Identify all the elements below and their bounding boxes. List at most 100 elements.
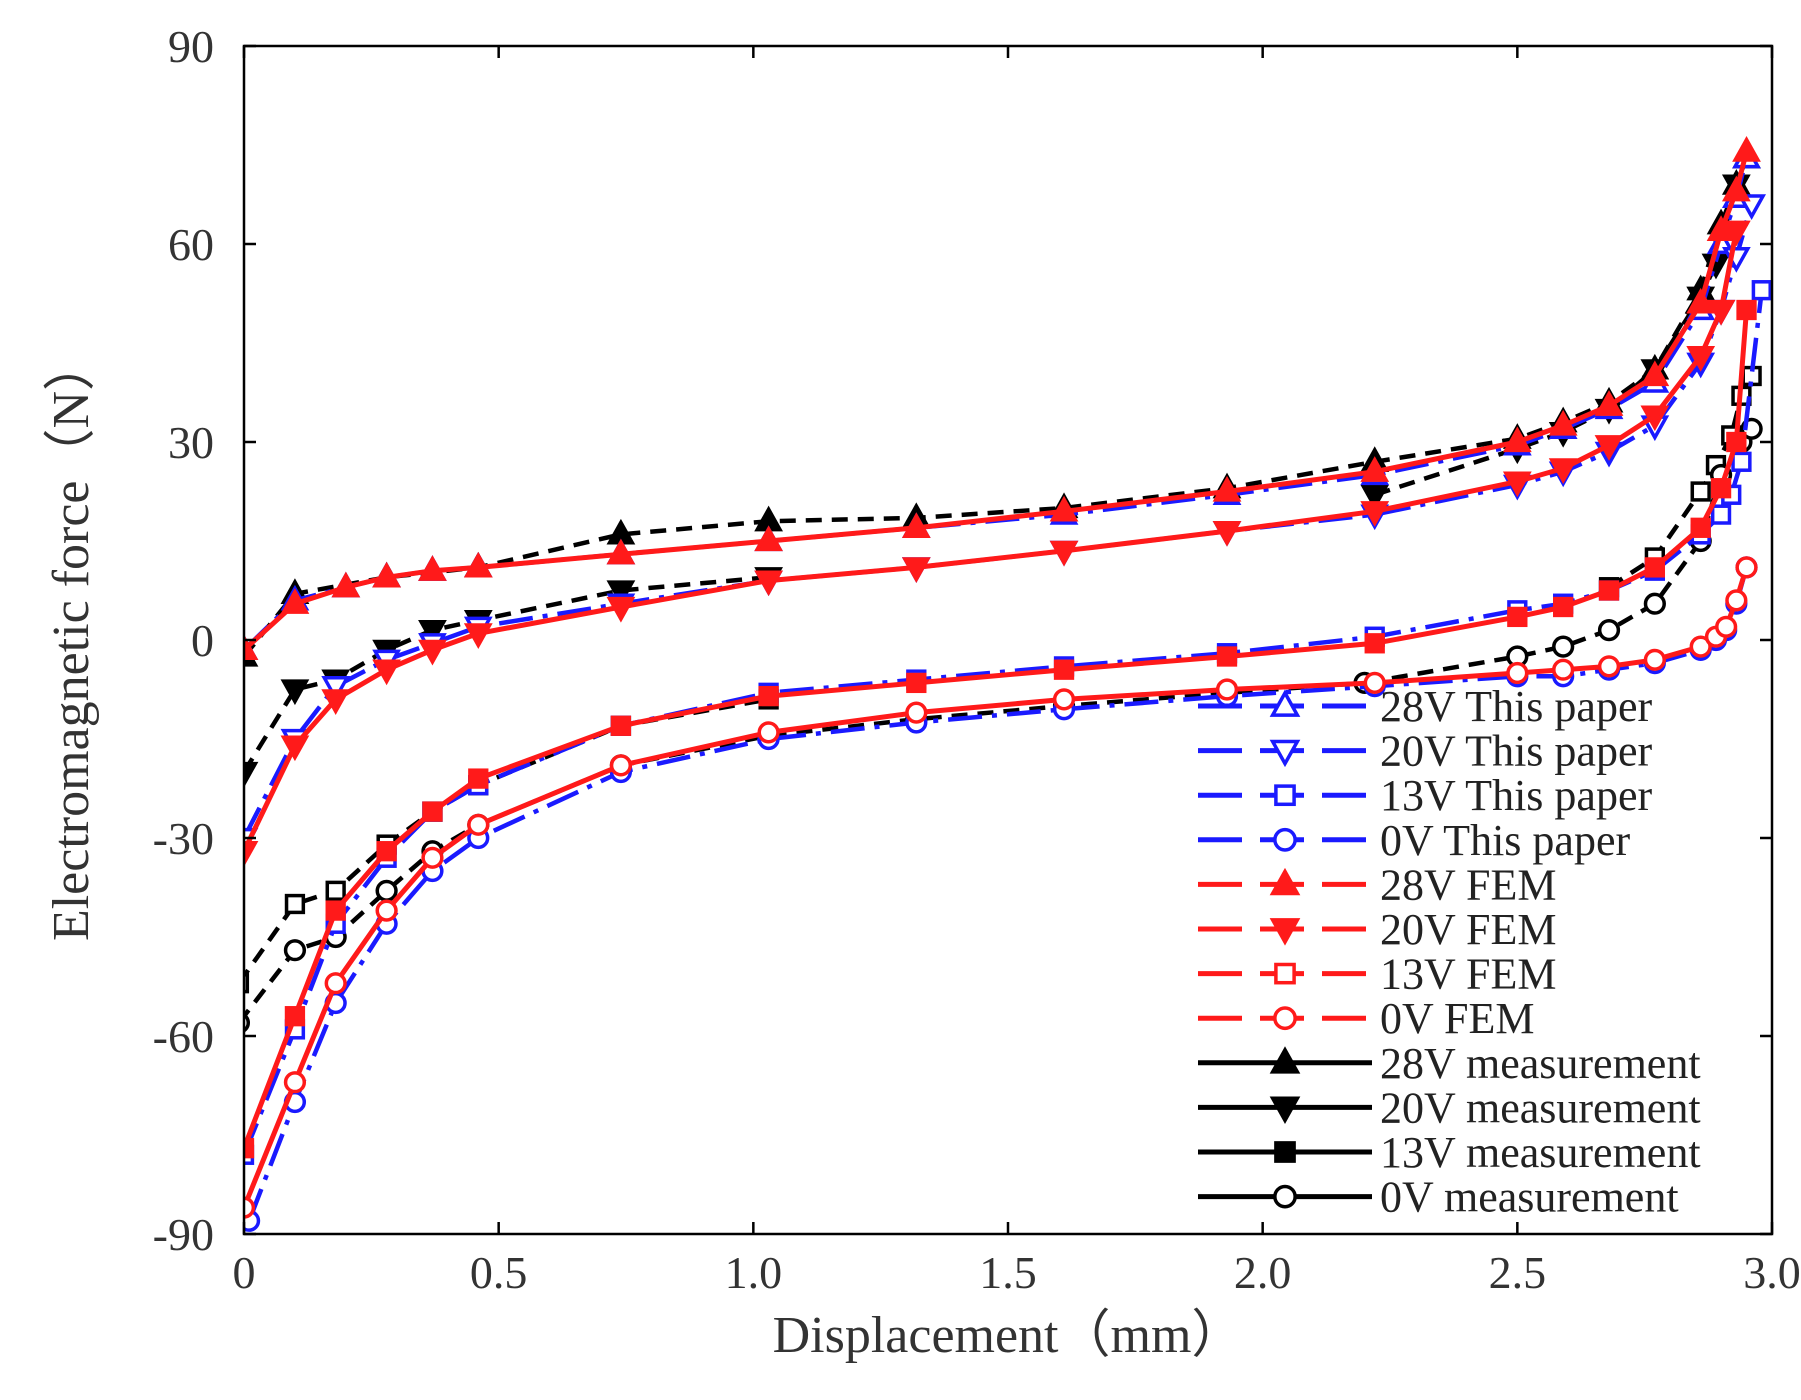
data-point-20v-measurement: [418, 619, 447, 646]
data-point-20v-this-paper: [321, 676, 351, 702]
data-point-13v-fem: [1053, 659, 1075, 680]
series-20v-fem: [244, 220, 1751, 867]
data-point-28v-fem: [372, 561, 401, 588]
series-line-28v-measurement: [244, 157, 1749, 658]
x-axis-title: Displacement（mm）: [773, 1307, 1244, 1364]
data-point-13v-measurement: [244, 973, 250, 994]
data-point-28v-fem: [754, 525, 783, 552]
legend-marker-square: [1274, 962, 1296, 985]
data-point-20v-fem: [901, 557, 931, 583]
data-point-20v-fem: [1502, 471, 1532, 498]
legend-entry: 13V This paper: [1198, 771, 1652, 820]
data-point-20v-fem: [1548, 458, 1578, 484]
data-point-13v-fem: [284, 1006, 306, 1027]
data-point-0v-fem: [757, 721, 780, 744]
legend-label: 0V This paper: [1380, 816, 1630, 865]
legend-entry: 20V measurement: [1198, 1083, 1701, 1132]
data-point-20v-fem: [418, 639, 447, 666]
legend-marker-triangle-down: [1269, 918, 1301, 946]
data-point-20v-fem: [1360, 501, 1390, 527]
x-tick-label: 1.0: [725, 1247, 783, 1298]
data-point-0v-fem: [1215, 678, 1239, 701]
data-point-13v-fem: [422, 801, 443, 822]
data-point-13v-fem: [758, 685, 779, 707]
series-13v-fem: [244, 299, 1757, 1159]
data-point-20v-fem: [1640, 405, 1670, 432]
legend-entry: 28V measurement: [1198, 1039, 1701, 1088]
data-point-13v-fem: [1553, 596, 1574, 618]
y-axis-title: Electromagnetic force（N）: [43, 339, 100, 941]
data-point-13v-fem: [325, 900, 346, 921]
legend-entry: 13V measurement: [1198, 1128, 1701, 1177]
data-point-0v-measurement: [1552, 635, 1575, 658]
legend-label: 28V measurement: [1380, 1039, 1701, 1088]
data-point-0v-measurement: [283, 939, 307, 962]
data-point-13v-this-paper: [1751, 280, 1772, 301]
data-point-28v-fem: [1686, 287, 1716, 314]
legend-marker-circle: [1273, 1006, 1297, 1031]
data-point-0v-fem: [1052, 688, 1076, 711]
legend-label: 13V FEM: [1380, 950, 1556, 999]
legend-label: 28V FEM: [1380, 860, 1556, 909]
legend-marker-triangle-up: [1269, 1046, 1301, 1074]
data-point-28v-fem: [418, 555, 447, 581]
data-point-13v-fem: [1644, 557, 1666, 578]
data-point-28v-fem: [1049, 495, 1079, 522]
data-point-28v-fem: [1212, 475, 1242, 502]
y-tick-label: 30: [168, 417, 214, 468]
y-tick-label: 60: [168, 219, 214, 270]
data-point-0v-fem: [1363, 671, 1386, 695]
data-point-0v-fem: [1689, 635, 1712, 658]
legend-label: 28V This paper: [1380, 682, 1652, 731]
y-tick-label: 90: [168, 21, 214, 72]
x-tick-label: 0.5: [470, 1247, 528, 1298]
y-axis-ticks: 90 60 30 0 -30 -60 -90: [153, 21, 1772, 1260]
data-point-28v-fem: [1640, 360, 1670, 387]
legend-marker-circle: [1273, 827, 1297, 852]
data-point-13v-fem: [1364, 633, 1385, 654]
data-point-28v-fem: [280, 588, 310, 614]
data-point-0v-fem: [467, 813, 490, 836]
data-point-0v-fem: [283, 1071, 307, 1094]
data-point-0v-fem: [1597, 655, 1621, 678]
data-point-13v-fem: [1690, 517, 1711, 538]
data-point-28v-fem: [244, 634, 259, 661]
data-point-13v-fem: [1507, 606, 1528, 628]
legend-label: 20V This paper: [1380, 727, 1652, 776]
data-point-13v-fem: [1710, 478, 1732, 499]
data-point-20v-fem: [1049, 540, 1079, 567]
data-point-13v-this-paper: [1710, 504, 1732, 525]
data-point-0v-fem: [421, 846, 444, 869]
data-point-28v-fem: [463, 551, 493, 578]
series-line-20v-measurement: [244, 575, 769, 774]
data-point-28v-fem: [606, 538, 636, 565]
data-point-0v-fem: [324, 972, 347, 995]
x-tick-label: 2.5: [1489, 1247, 1547, 1298]
legend-entry: 13V FEM: [1198, 950, 1556, 999]
data-point-28v-fem: [1732, 136, 1761, 162]
data-point-0v-fem: [1735, 556, 1758, 579]
data-point-28v-fem: [1502, 426, 1532, 453]
legend-entry: 0V measurement: [1198, 1173, 1679, 1222]
series-28v-fem: [244, 136, 1761, 661]
data-point-0v-measurement: [375, 879, 398, 902]
legend-label: 13V measurement: [1380, 1128, 1701, 1177]
data-point-0v-fem: [905, 701, 928, 724]
legend-marker-triangle-up: [1269, 867, 1301, 896]
data-point-13v-this-paper: [1731, 451, 1752, 472]
series-layer: [244, 136, 1772, 1232]
y-tick-label: 0: [191, 615, 214, 666]
data-point-20v-measurement: [244, 761, 259, 788]
data-point-0v-fem: [375, 899, 398, 922]
x-tick-label: 1.5: [979, 1247, 1037, 1298]
data-point-20v-fem: [244, 841, 259, 867]
x-tick-label: 0: [233, 1247, 256, 1298]
data-point-20v-measurement: [606, 580, 636, 607]
legend-marker-circle: [1273, 1184, 1297, 1209]
series-28v-this-paper: [244, 142, 1761, 661]
x-tick-label: 2.0: [1234, 1247, 1292, 1298]
legend-marker-triangle-up: [1269, 689, 1301, 717]
data-point-28v-fem: [1594, 390, 1624, 416]
